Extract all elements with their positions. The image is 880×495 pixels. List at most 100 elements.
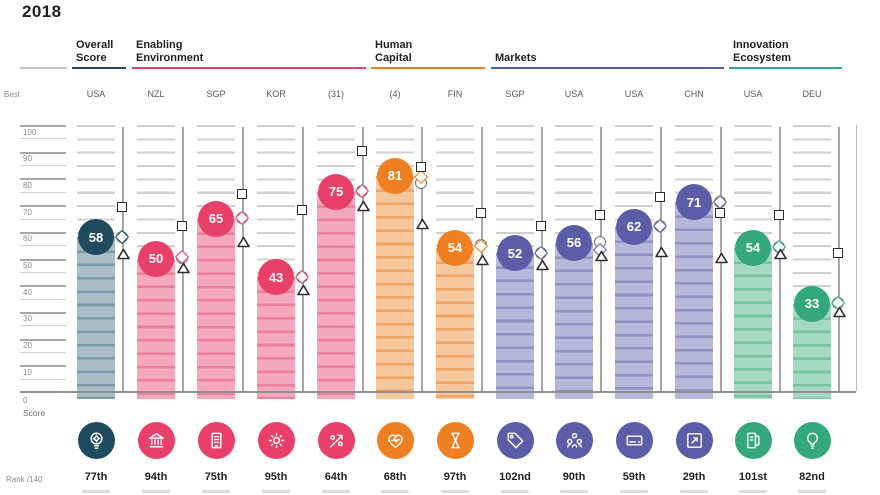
- best-country-code: (4): [389, 89, 401, 99]
- ruler-tick: [20, 151, 66, 154]
- group-underline-enabling: [132, 67, 366, 69]
- best-country-code: SGP: [505, 89, 525, 99]
- cutoff-row-fragment: [441, 490, 469, 493]
- rank-value: 29th: [682, 471, 706, 483]
- rank-value: 68th: [383, 471, 407, 483]
- ruler-tick: [20, 271, 66, 273]
- best-country-code: FIN: [447, 89, 463, 99]
- score-bar: [77, 237, 115, 399]
- book-icon: [734, 422, 772, 459]
- score-bubble: 81: [377, 157, 413, 194]
- triangle-marker: [832, 305, 846, 317]
- group-header-human: Human Capital: [375, 39, 413, 64]
- score-bar: [137, 258, 175, 399]
- score-bar: [376, 175, 414, 399]
- square-marker: [297, 204, 308, 215]
- ruler-tick: [20, 138, 66, 140]
- best-country-code: USA: [564, 89, 584, 99]
- rank-value: 75th: [204, 471, 228, 483]
- rank-value: 59th: [622, 471, 646, 483]
- ruler-tick: [20, 365, 66, 368]
- rank-row-label: Rank /140: [6, 475, 43, 484]
- gear-icon: [257, 422, 295, 459]
- group-header-innovation: Innovation Ecosystem: [733, 39, 792, 64]
- y-axis-tick-label: 60: [23, 234, 32, 244]
- square-marker: [655, 191, 666, 202]
- card-icon: [615, 422, 653, 459]
- range-whisker-line: [660, 127, 662, 392]
- cutoff-row-fragment: [82, 490, 110, 493]
- score-bubble: 58: [78, 219, 114, 256]
- heart-pulse-icon: [376, 422, 414, 459]
- rank-value: 82nd: [799, 471, 825, 483]
- ruler-tick: [20, 205, 66, 208]
- best-country-code: USA: [624, 89, 644, 99]
- y-axis-tick-label: 10: [23, 367, 32, 377]
- score-bubble: 43: [258, 259, 294, 296]
- ruler-tick: [20, 351, 66, 353]
- best-column-header-line: [20, 67, 67, 69]
- rank-value: 94th: [144, 471, 168, 483]
- range-whisker-line: [302, 127, 304, 392]
- triangle-marker: [475, 253, 489, 265]
- ruler-tick: [20, 231, 66, 234]
- square-marker: [117, 202, 128, 213]
- score-bar: [615, 226, 653, 399]
- best-country-code: NZL: [147, 89, 165, 99]
- cutoff-row-fragment: [680, 490, 708, 493]
- group-header-enabling: Enabling Environment: [136, 39, 204, 64]
- square-marker: [177, 220, 188, 231]
- tag-icon: [496, 422, 534, 459]
- y-axis-tick-label: 30: [23, 314, 32, 324]
- square-marker: [595, 210, 606, 221]
- range-whisker-line: [779, 127, 781, 392]
- y-axis-tick-label: 80: [23, 180, 32, 190]
- ruler-tick: [20, 125, 66, 127]
- triangle-marker: [714, 251, 728, 264]
- y-axis-tick-label: 100: [23, 127, 37, 137]
- best-country-code: (31): [327, 89, 344, 99]
- ruler-tick: [20, 218, 66, 220]
- x-axis-line: [20, 391, 856, 393]
- score-bar: [675, 202, 713, 399]
- rank-value: 102nd: [499, 471, 531, 483]
- square-marker: [237, 188, 248, 199]
- cutoff-row-fragment: [262, 490, 290, 493]
- ruler-tick: [20, 178, 66, 181]
- y-axis-tick-label: 50: [23, 261, 32, 270]
- score-bar: [496, 253, 534, 399]
- rank-value: 90th: [562, 471, 586, 483]
- bulb-gear-icon: [77, 422, 115, 459]
- triangle-marker: [654, 245, 668, 257]
- cutoff-row-fragment: [739, 490, 767, 493]
- score-bubble: 71: [676, 184, 712, 221]
- percent-arrow-icon: [317, 422, 355, 459]
- cutoff-row-fragment: [501, 490, 529, 493]
- square-marker: [536, 220, 547, 231]
- best-country-code: CHN: [684, 89, 704, 99]
- score-bubble: 75: [318, 173, 354, 210]
- ruler-tick: [20, 285, 66, 288]
- ruler-tick: [20, 338, 66, 341]
- range-whisker-line: [242, 127, 244, 392]
- square-marker: [357, 146, 368, 157]
- score-bubble: 54: [735, 229, 771, 266]
- hourglass-icon: [436, 422, 474, 459]
- score-bar: [436, 247, 474, 399]
- chart-right-boundary-line: [856, 125, 857, 391]
- y-axis-tick-label: 70: [23, 207, 32, 217]
- score-bubble: 62: [616, 208, 652, 245]
- triangle-marker: [535, 258, 549, 271]
- triangle-marker: [415, 217, 429, 229]
- ruler-tick: [20, 378, 66, 380]
- group-underline-human: [371, 67, 485, 69]
- score-bar: [317, 191, 355, 400]
- cutoff-row-fragment: [381, 490, 409, 493]
- ruler-tick: [20, 258, 66, 261]
- score-bubble: 65: [198, 200, 234, 237]
- y-axis-tick-label: 90: [23, 154, 32, 164]
- cutoff-row-fragment: [322, 490, 350, 493]
- square-marker: [833, 247, 844, 258]
- lightbulb-icon: [793, 422, 831, 459]
